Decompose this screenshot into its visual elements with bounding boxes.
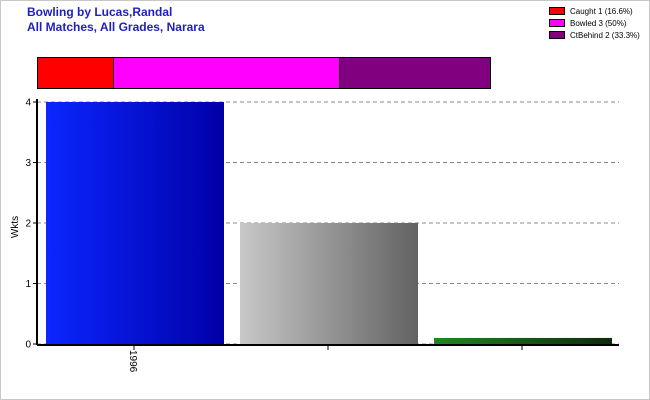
y-tick-label: 3 [25, 158, 31, 169]
legend-label-bowled: Bowled 3 (50%) [570, 19, 627, 28]
stack-segment-caught [38, 58, 113, 88]
bar-1 [46, 102, 224, 344]
legend-label-caught: Caught 1 (16.6%) [570, 7, 633, 16]
y-tick-label: 1 [25, 279, 31, 290]
chart-title: Bowling by Lucas,Randal [27, 5, 173, 19]
dismissal-proportion-bar [37, 57, 491, 89]
legend-swatch-bowled [549, 19, 565, 27]
stack-segment-bowled [113, 58, 339, 88]
axes: 0 1 2 3 4 1996 [25, 98, 619, 373]
legend-swatch-caught [549, 7, 565, 15]
y-tick-label: 2 [25, 219, 31, 230]
x-tick-label: 1996 [127, 350, 138, 373]
legend-label-ctbehind: CtBehind 2 (33.3%) [570, 31, 640, 40]
y-axis-label: Wkts [10, 216, 21, 238]
bars [46, 102, 612, 344]
legend-swatch-ctbehind [549, 31, 565, 39]
bar-3 [434, 337, 612, 344]
y-tick-label: 4 [25, 98, 31, 109]
y-tick-label: 0 [25, 340, 31, 351]
bar-2 [240, 223, 418, 344]
stack-segment-ctbehind [339, 58, 490, 88]
chart-subtitle: All Matches, All Grades, Narara [27, 20, 205, 34]
